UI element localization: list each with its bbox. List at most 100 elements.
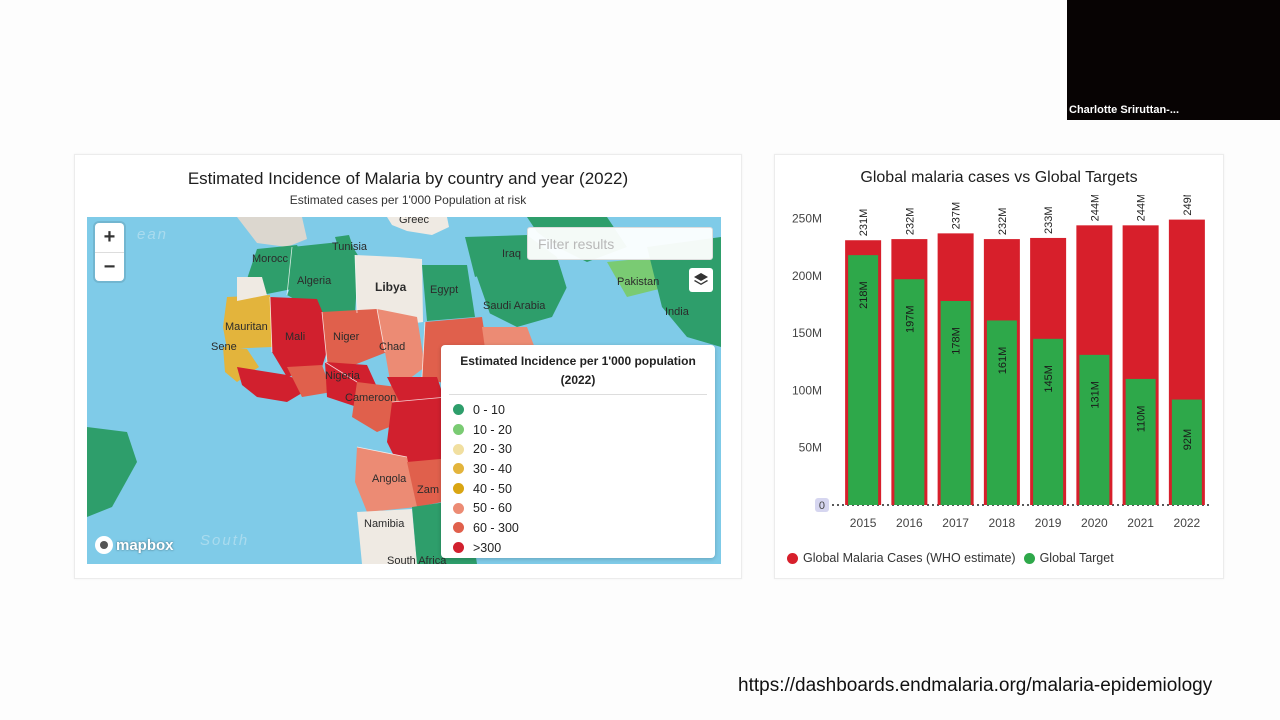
data-label-cases: 232M	[997, 208, 1009, 236]
data-label-cases: 233M	[1043, 206, 1055, 234]
y-tick-label: 0	[819, 500, 825, 512]
legend-item: 60 - 300	[453, 518, 715, 538]
data-label-target: 161M	[997, 347, 1009, 375]
map-region-burkina	[287, 365, 332, 397]
legend-item: >300	[453, 538, 715, 558]
data-label-cases: 232M	[904, 208, 916, 236]
map-label-ocean-south: South	[200, 532, 250, 549]
y-tick-label: 100M	[792, 383, 822, 397]
map-region-mali	[270, 297, 332, 377]
bar-target	[848, 255, 879, 505]
legend-item: 40 - 50	[453, 479, 715, 499]
data-label-target: 110M	[1136, 406, 1148, 433]
legend-item-label: 30 - 40	[473, 461, 512, 476]
legend-list: 0 - 10 10 - 20 20 - 30 30 - 40 40 - 50 50 - 6…	[441, 395, 715, 558]
map-label-pakistan: Pakistan	[617, 276, 660, 288]
map-label-india: India	[665, 306, 689, 318]
zoom-control: + −	[95, 223, 124, 281]
map-region-chad	[377, 309, 425, 392]
bar-target	[986, 320, 1017, 505]
x-tick-label: 2019	[1035, 516, 1062, 530]
map-label-mali: Mali	[285, 331, 306, 343]
legend-item: 50 - 60	[453, 498, 715, 518]
map-region-mauritania	[223, 295, 272, 349]
data-label-target: 197M	[904, 305, 916, 333]
map-region-niger	[322, 309, 387, 367]
map-label-egypt: Egypt	[430, 284, 459, 296]
x-tick-label: 2016	[896, 516, 923, 530]
data-label-cases: 237M	[951, 202, 963, 230]
source-url[interactable]: https://dashboards.endmalaria.org/malari…	[738, 675, 1213, 696]
map-region-europe	[387, 217, 449, 235]
map-label-niger: Niger	[333, 331, 360, 343]
chart-legend-swatch	[787, 552, 798, 564]
legend-color-swatch	[453, 424, 464, 436]
bar-target	[1125, 378, 1156, 505]
map-region-tunisia	[335, 235, 355, 259]
legend-item: 10 - 20	[453, 420, 715, 440]
legend-title: Estimated Incidence per 1'000 population…	[449, 345, 707, 395]
choropleth-map[interactable]: Greec Tunisia Morocc Algeria Libya Egypt…	[87, 217, 721, 564]
map-region-europe-west	[237, 217, 307, 247]
mapbox-logo[interactable]: mapbox	[95, 536, 174, 554]
y-tick-label: 200M	[792, 269, 822, 283]
map-region-india	[647, 237, 721, 347]
map-label-morocco: Morocc	[252, 253, 289, 265]
map-region-senegal	[223, 347, 259, 382]
map-label-ocean-north: ean	[137, 226, 169, 243]
bar-target	[1079, 354, 1110, 505]
legend-color-swatch	[453, 443, 464, 455]
map-label-algeria: Algeria	[297, 275, 332, 287]
y-tick-label: 50M	[799, 441, 822, 455]
legend-item-label: 50 - 60	[473, 501, 512, 516]
x-tick-label: 2017	[942, 516, 969, 530]
map-label-south-africa: South Africa	[387, 555, 447, 564]
data-label-target: 178M	[951, 327, 963, 355]
legend-color-swatch	[453, 483, 464, 495]
malaria-cases-chart-panel: Global malaria cases vs Global Targets 0…	[774, 154, 1224, 579]
y-tick-label: 150M	[792, 326, 822, 340]
malaria-map-panel: Estimated Incidence of Malaria by countr…	[74, 154, 742, 579]
chart-title: Global malaria cases vs Global Targets	[860, 169, 1138, 186]
legend-color-swatch	[453, 463, 464, 475]
legend-item-label: >300	[473, 540, 502, 555]
chart-legend-item[interactable]: Global Malaria Cases (WHO estimate)	[787, 551, 1016, 565]
map-label-chad: Chad	[379, 341, 406, 353]
map-label-libya: Libya	[375, 280, 407, 294]
data-label-target: 131M	[1089, 381, 1101, 409]
mapbox-attribution: mapbox	[116, 536, 174, 554]
chart-legend-item[interactable]: Global Target	[1023, 551, 1114, 565]
participant-name: Charlotte Sriruttan-...	[1069, 104, 1180, 116]
map-region-angola	[355, 447, 417, 512]
data-label-cases: 244M	[1089, 195, 1101, 221]
map-title: Estimated Incidence of Malaria by countr…	[187, 169, 629, 188]
data-label-target: 218M	[858, 281, 870, 309]
map-region-cameroon	[352, 382, 402, 432]
map-subtitle: Estimated cases per 1'000 Population at …	[289, 193, 527, 207]
map-region-algeria	[287, 241, 359, 317]
legend-color-swatch	[453, 502, 464, 514]
chart-legend-swatch	[1023, 552, 1035, 564]
map-region-libya	[355, 255, 423, 327]
map-region-gulf	[557, 257, 597, 289]
map-label-mauritania: Mauritan	[225, 321, 268, 333]
map-region-guinea-coast	[237, 367, 312, 402]
legend-item-label: 40 - 50	[473, 481, 512, 496]
legend-item-label: 60 - 300	[473, 520, 519, 535]
y-tick-zero-highlight	[815, 498, 829, 512]
participant-video-tile[interactable]: Charlotte Sriruttan-...	[1067, 0, 1280, 120]
data-label-target: 92M	[1182, 429, 1194, 450]
bar-target	[940, 300, 971, 505]
filter-results-input[interactable]	[527, 227, 713, 260]
zoom-in-button[interactable]: +	[103, 226, 116, 248]
legend-item-label: 10 - 20	[473, 422, 512, 437]
map-label-zambia: Zam	[417, 484, 439, 496]
zoom-out-button[interactable]: −	[95, 252, 124, 281]
legend-item-label: 0 - 10	[473, 402, 505, 417]
legend-item-label: 20 - 30	[473, 442, 512, 457]
legend-color-swatch	[453, 404, 464, 416]
map-region-western-sahara	[237, 277, 267, 301]
layers-toggle-button[interactable]	[689, 268, 713, 292]
map-region-egypt	[422, 265, 475, 321]
